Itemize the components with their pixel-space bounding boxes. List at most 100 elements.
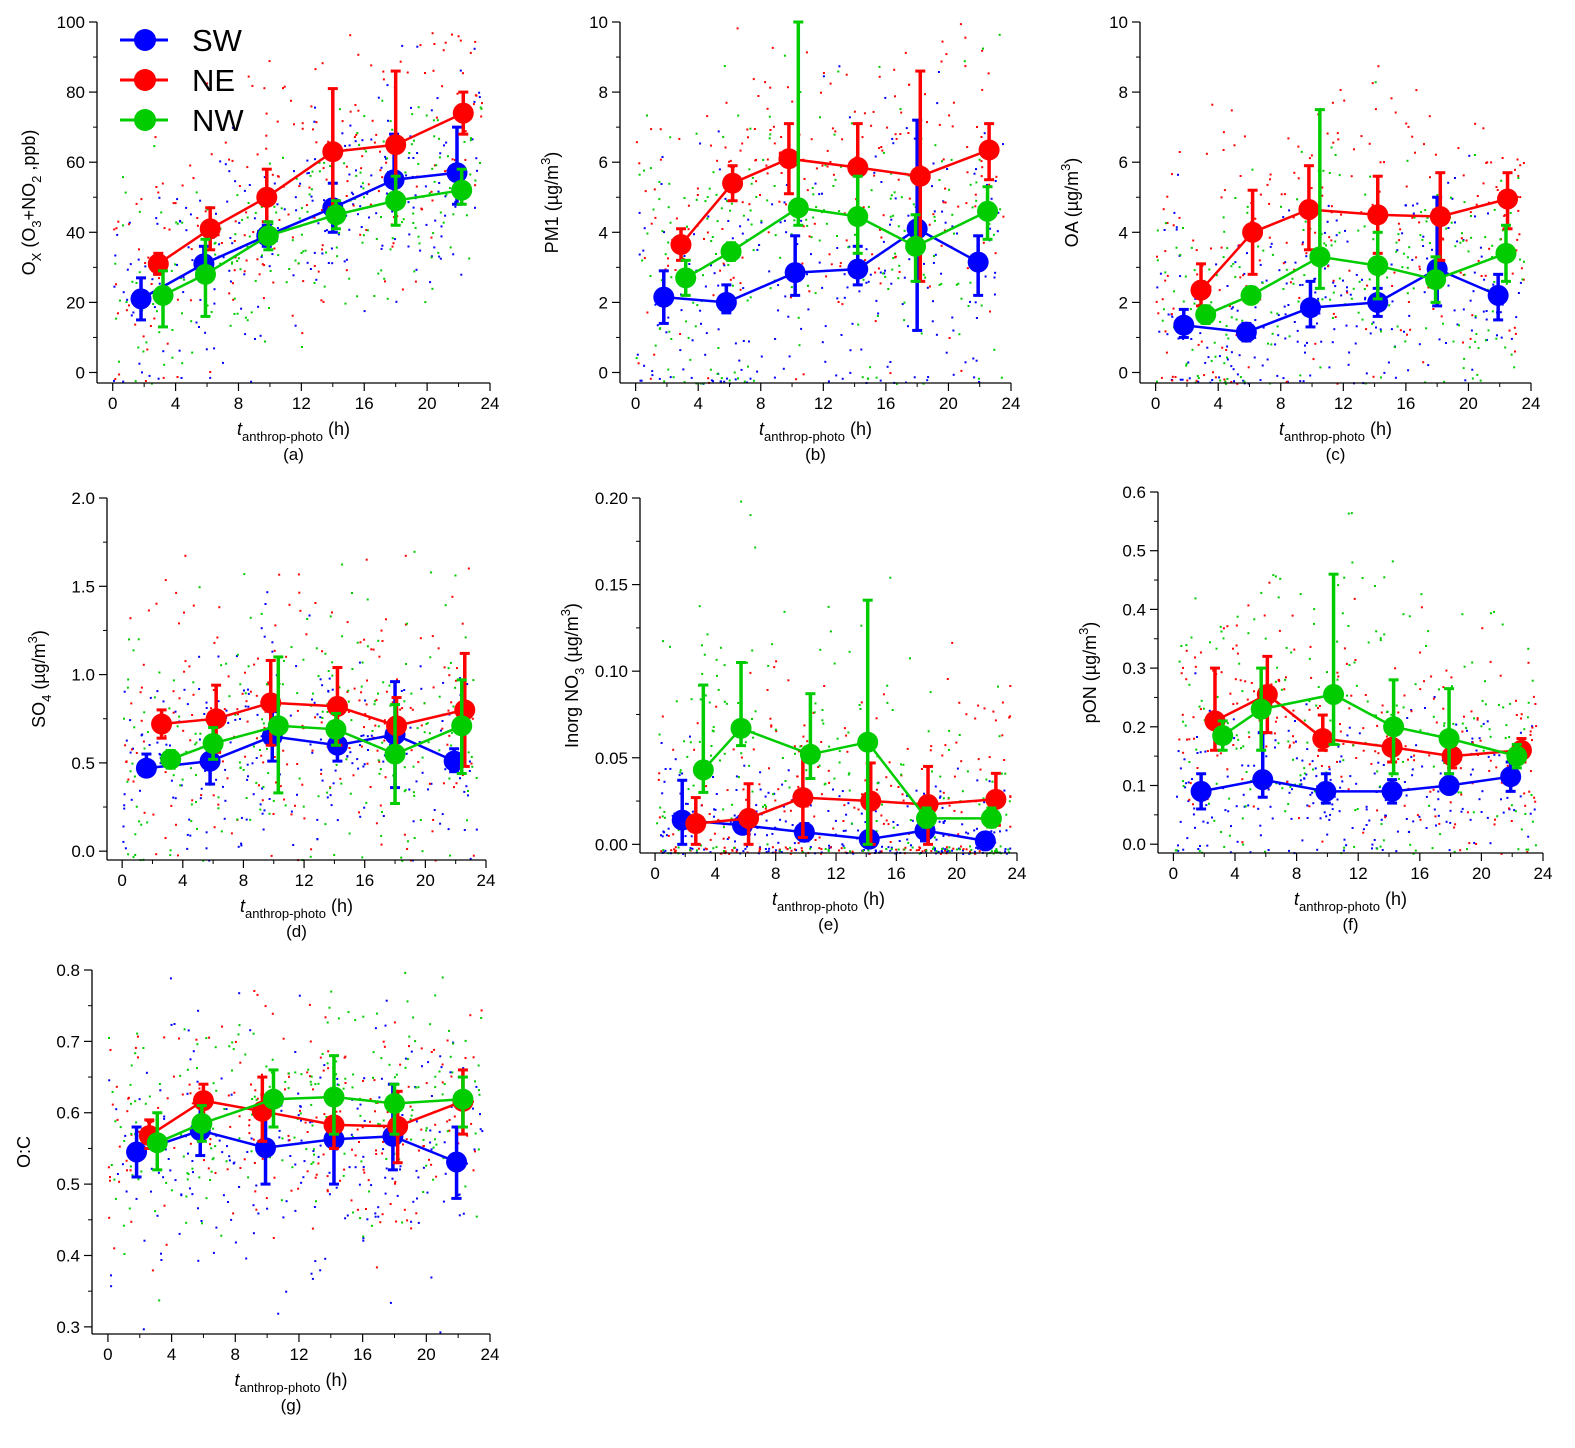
scatter-point xyxy=(1299,374,1302,377)
scatter-point xyxy=(1318,312,1321,315)
scatter-point xyxy=(246,778,249,781)
scatter-point xyxy=(1365,824,1368,826)
scatter-point xyxy=(771,46,774,49)
scatter-point xyxy=(222,256,225,259)
scatter-point xyxy=(205,701,208,704)
scatter-point xyxy=(1206,750,1209,752)
scatter-point xyxy=(1375,714,1377,717)
scatter-point xyxy=(654,303,657,306)
scatter-point xyxy=(1405,794,1408,797)
scatter-point xyxy=(723,700,726,703)
scatter-point xyxy=(1277,678,1280,681)
scatter-point xyxy=(1326,833,1329,836)
scatter-point xyxy=(1324,267,1326,270)
scatter-point xyxy=(1464,379,1467,382)
scatter-point xyxy=(691,847,694,850)
scatter-point xyxy=(1337,745,1340,748)
scatter-point xyxy=(167,1158,170,1160)
scatter-point xyxy=(1348,269,1351,272)
scatter-point xyxy=(719,380,722,383)
scatter-point xyxy=(1190,636,1193,639)
scatter-point xyxy=(346,1214,349,1217)
scatter-point xyxy=(734,342,737,345)
scatter-point xyxy=(176,198,179,201)
scatter-point xyxy=(381,1213,384,1216)
scatter-point xyxy=(907,214,910,217)
scatter-point xyxy=(1253,690,1255,693)
scatter-point xyxy=(1454,823,1457,826)
scatter-point xyxy=(1488,247,1491,250)
scatter-point xyxy=(936,102,939,105)
scatter-point xyxy=(178,715,181,718)
scatter-point xyxy=(1245,771,1248,773)
scatter-point xyxy=(419,819,422,821)
scatter-point xyxy=(920,332,923,335)
scatter-point xyxy=(382,1148,385,1151)
scatter-point xyxy=(231,262,233,265)
scatter-point xyxy=(129,751,132,754)
scatter-point xyxy=(838,795,841,798)
scatter-point xyxy=(1406,266,1409,269)
data-point xyxy=(670,234,692,256)
scatter-point xyxy=(157,1171,160,1174)
scatter-point xyxy=(122,291,125,294)
scatter-point xyxy=(920,768,923,770)
scatter-point xyxy=(642,249,645,252)
scatter-point xyxy=(746,845,748,848)
scatter-point xyxy=(1259,193,1262,196)
scatter-point xyxy=(276,120,279,123)
scatter-point xyxy=(674,758,677,761)
scatter-point xyxy=(244,316,247,319)
scatter-point xyxy=(236,818,239,821)
scatter-point xyxy=(723,380,726,383)
scatter-point xyxy=(809,846,812,848)
scatter-point xyxy=(1241,841,1244,844)
scatter-point xyxy=(240,816,243,819)
scatter-point xyxy=(323,1064,326,1067)
scatter-point xyxy=(658,180,661,183)
scatter-point xyxy=(444,214,447,217)
scatter-point xyxy=(1296,329,1299,332)
scatter-point xyxy=(449,662,452,664)
scatter-point xyxy=(851,322,854,325)
scatter-point xyxy=(345,165,348,168)
scatter-point xyxy=(922,273,925,276)
scatter-point xyxy=(155,602,158,605)
scatter-point xyxy=(840,847,843,850)
scatter-point xyxy=(948,729,951,732)
scatter-point xyxy=(903,319,906,322)
scatter-point xyxy=(471,717,474,720)
scatter-point xyxy=(691,810,694,813)
scatter-point xyxy=(1524,813,1527,815)
scatter-point xyxy=(678,774,681,777)
scatter-point xyxy=(1313,622,1315,625)
scatter-point xyxy=(236,194,239,197)
scatter-point xyxy=(246,1151,249,1153)
scatter-point xyxy=(417,162,420,165)
scatter-point xyxy=(862,278,865,281)
scatter-point xyxy=(282,87,284,90)
scatter-point xyxy=(1197,377,1200,380)
scatter-point xyxy=(1525,848,1528,851)
scatter-point xyxy=(125,309,128,312)
scatter-point xyxy=(220,830,223,833)
scatter-point xyxy=(885,848,888,850)
data-point xyxy=(199,750,221,772)
scatter-point xyxy=(122,840,125,843)
scatter-point xyxy=(401,288,404,291)
scatter-point xyxy=(818,239,821,242)
data-point xyxy=(452,102,474,124)
scatter-point xyxy=(1261,364,1264,367)
scatter-point xyxy=(1326,220,1329,223)
scatter-point xyxy=(1340,775,1343,778)
scatter-point xyxy=(433,135,436,138)
scatter-point xyxy=(1499,238,1502,241)
scatter-point xyxy=(890,194,893,197)
x-tick-label: 16 xyxy=(1410,864,1429,883)
scatter-point xyxy=(421,850,424,853)
scatter-point xyxy=(774,851,777,854)
scatter-point xyxy=(1373,839,1376,841)
x-tick-label: 12 xyxy=(814,394,833,413)
scatter-point xyxy=(686,755,689,758)
scatter-point xyxy=(179,220,182,223)
